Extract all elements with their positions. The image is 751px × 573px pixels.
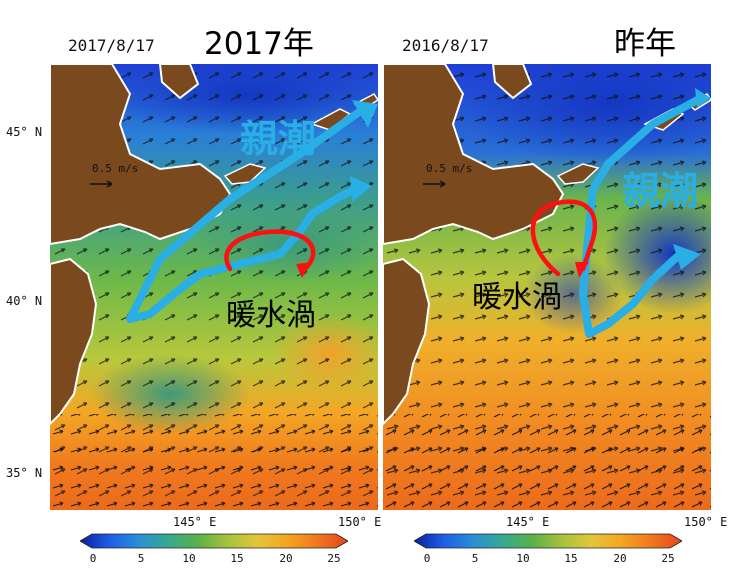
- land-honshu: [50, 257, 98, 426]
- left-cbar-tick-10: 10: [182, 552, 196, 565]
- oyashio-arrow: [126, 106, 366, 323]
- right-map: [383, 64, 711, 510]
- lat-label-35: 35° N: [6, 466, 43, 480]
- scale-arrow: [423, 180, 446, 188]
- right-cbar-tick-10: 10: [516, 552, 530, 565]
- scale-arrow: [90, 180, 113, 188]
- right-lon-150: 150° E: [684, 515, 728, 529]
- eddy-arrow: [530, 199, 598, 277]
- land-sakhalin: [158, 64, 200, 100]
- left-lon-150: 150° E: [338, 515, 382, 529]
- land-sakhalin: [491, 64, 533, 100]
- right-cbar-tick-5: 5: [471, 552, 479, 565]
- right-colorbar: [414, 533, 682, 549]
- right-cbar-tick-15: 15: [564, 552, 578, 565]
- right-cbar-tick-25: 25: [661, 552, 675, 565]
- left-cbar-tick-15: 15: [230, 552, 244, 565]
- right-cbar-tick-20: 20: [613, 552, 627, 565]
- left-cbar-tick-0: 0: [89, 552, 97, 565]
- left-title: 2017年: [204, 26, 314, 62]
- lat-label-45: 45° N: [6, 125, 43, 139]
- right-scale-label: 0.5 m/s: [426, 162, 473, 175]
- left-colorbar: [80, 533, 348, 549]
- left-cbar-tick-20: 20: [279, 552, 293, 565]
- left-scale-label: 0.5 m/s: [92, 162, 139, 175]
- left-lon-145: 145° E: [173, 515, 217, 529]
- right-lon-145: 145° E: [506, 515, 550, 529]
- land-honshu: [383, 257, 431, 426]
- right-oyashio-label: 親潮: [622, 169, 699, 213]
- left-cbar-tick-25: 25: [327, 552, 341, 565]
- right-title: 昨年: [614, 26, 676, 62]
- right-date: 2016/8/17: [402, 36, 489, 55]
- lat-label-40: 40° N: [6, 294, 43, 308]
- left-map: [50, 64, 378, 510]
- oyashio-arrow: [579, 94, 705, 338]
- left-oyashio-label: 親潮: [240, 117, 317, 161]
- eddy-arrow: [224, 229, 316, 272]
- right-eddy-label: 暖水渦: [472, 280, 562, 315]
- left-cbar-tick-5: 5: [137, 552, 145, 565]
- right-cbar-tick-0: 0: [423, 552, 431, 565]
- left-eddy-label: 暖水渦: [226, 298, 316, 333]
- left-date: 2017/8/17: [68, 36, 155, 55]
